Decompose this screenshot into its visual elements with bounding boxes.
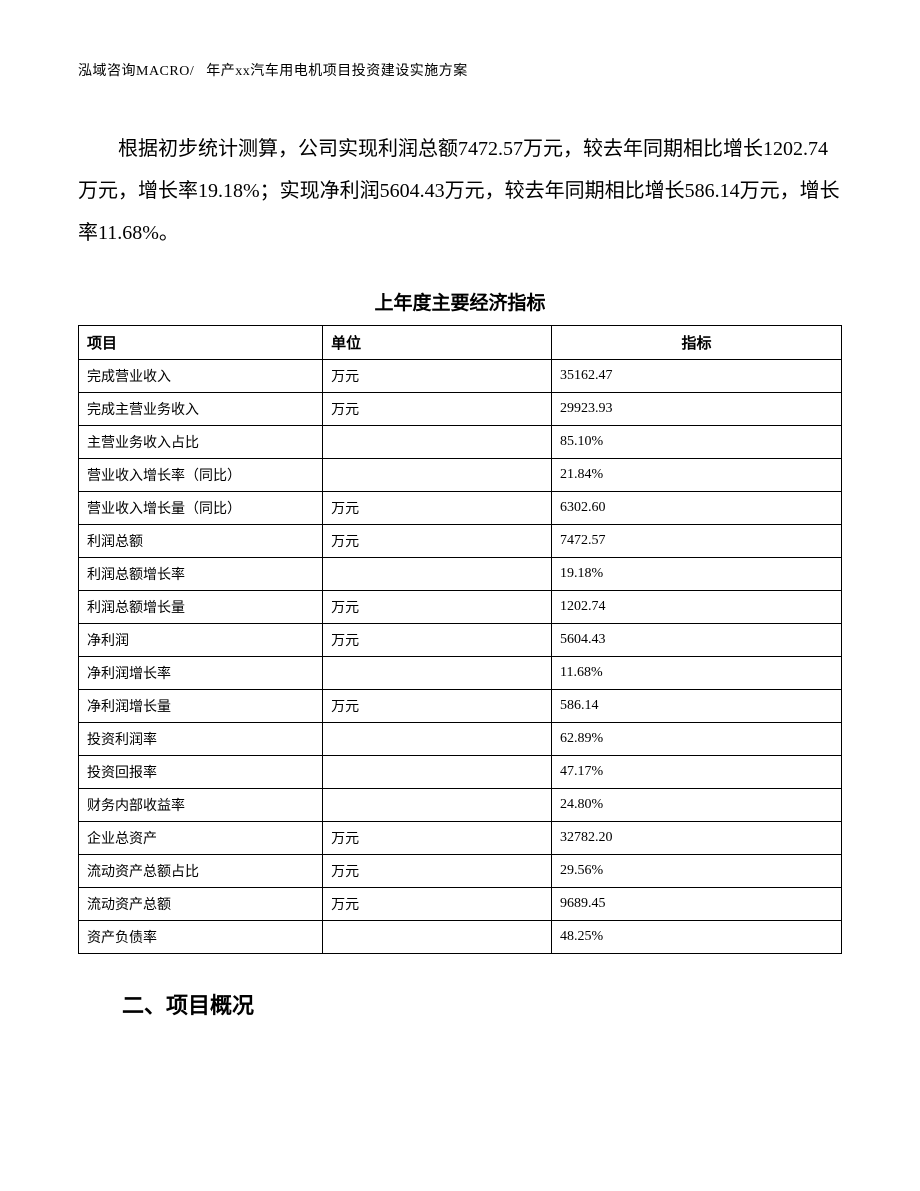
table-row: 利润总额万元7472.57	[79, 525, 842, 558]
table-cell: 62.89%	[552, 723, 842, 756]
table-row: 流动资产总额占比万元29.56%	[79, 855, 842, 888]
table-cell: 5604.43	[552, 624, 842, 657]
table-cell	[323, 789, 552, 822]
table-cell	[323, 723, 552, 756]
table-cell: 万元	[323, 360, 552, 393]
table-cell	[323, 657, 552, 690]
table-row: 净利润增长率 11.68%	[79, 657, 842, 690]
table-cell: 6302.60	[552, 492, 842, 525]
page-header: 泓域咨询MACRO/ 年产xx汽车用电机项目投资建设实施方案	[78, 60, 842, 80]
table-cell: 财务内部收益率	[79, 789, 323, 822]
table-cell: 1202.74	[552, 591, 842, 624]
table-cell	[323, 426, 552, 459]
table-cell: 流动资产总额占比	[79, 855, 323, 888]
table-cell: 万元	[323, 690, 552, 723]
table-cell: 利润总额增长率	[79, 558, 323, 591]
table-cell	[323, 921, 552, 954]
table-cell: 万元	[323, 888, 552, 921]
table-cell: 完成主营业务收入	[79, 393, 323, 426]
table-cell: 完成营业收入	[79, 360, 323, 393]
table-cell: 万元	[323, 591, 552, 624]
table-cell: 净利润增长率	[79, 657, 323, 690]
table-row: 主营业务收入占比 85.10%	[79, 426, 842, 459]
table-cell: 净利润增长量	[79, 690, 323, 723]
table-cell: 营业收入增长量（同比）	[79, 492, 323, 525]
table-cell: 21.84%	[552, 459, 842, 492]
table-cell: 利润总额	[79, 525, 323, 558]
table-cell: 9689.45	[552, 888, 842, 921]
table-row: 利润总额增长率 19.18%	[79, 558, 842, 591]
table-row: 投资回报率 47.17%	[79, 756, 842, 789]
table-cell: 29923.93	[552, 393, 842, 426]
table-row: 投资利润率 62.89%	[79, 723, 842, 756]
table-header-cell: 指标	[552, 326, 842, 360]
table-cell: 万元	[323, 492, 552, 525]
table-cell: 万元	[323, 855, 552, 888]
table-cell: 32782.20	[552, 822, 842, 855]
table-row: 净利润万元5604.43	[79, 624, 842, 657]
table-cell: 企业总资产	[79, 822, 323, 855]
table-cell	[323, 756, 552, 789]
table-cell: 净利润	[79, 624, 323, 657]
economic-indicators-table: 项目 单位 指标 完成营业收入万元35162.47完成主营业务收入万元29923…	[78, 325, 842, 954]
table-cell: 35162.47	[552, 360, 842, 393]
table-row: 营业收入增长率（同比） 21.84%	[79, 459, 842, 492]
table-cell: 流动资产总额	[79, 888, 323, 921]
table-cell: 资产负债率	[79, 921, 323, 954]
table-body: 完成营业收入万元35162.47完成主营业务收入万元29923.93主营业务收入…	[79, 360, 842, 954]
table-cell: 29.56%	[552, 855, 842, 888]
table-cell: 7472.57	[552, 525, 842, 558]
section-heading: 二、项目概况	[78, 988, 842, 1020]
table-cell: 48.25%	[552, 921, 842, 954]
table-cell: 万元	[323, 525, 552, 558]
table-cell: 主营业务收入占比	[79, 426, 323, 459]
table-header-cell: 项目	[79, 326, 323, 360]
table-row: 流动资产总额万元9689.45	[79, 888, 842, 921]
table-cell: 投资利润率	[79, 723, 323, 756]
table-row: 财务内部收益率 24.80%	[79, 789, 842, 822]
table-cell	[323, 459, 552, 492]
table-row: 资产负债率 48.25%	[79, 921, 842, 954]
table-cell: 24.80%	[552, 789, 842, 822]
table-cell: 586.14	[552, 690, 842, 723]
table-cell: 47.17%	[552, 756, 842, 789]
header-right: 年产xx汽车用电机项目投资建设实施方案	[206, 64, 468, 79]
table-title: 上年度主要经济指标	[78, 288, 842, 315]
table-cell	[323, 558, 552, 591]
table-cell: 19.18%	[552, 558, 842, 591]
header-left: 泓域咨询MACRO/	[78, 64, 194, 79]
table-row: 营业收入增长量（同比）万元6302.60	[79, 492, 842, 525]
table-row: 利润总额增长量万元1202.74	[79, 591, 842, 624]
table-row: 完成营业收入万元35162.47	[79, 360, 842, 393]
body-paragraph: 根据初步统计测算，公司实现利润总额7472.57万元，较去年同期相比增长1202…	[78, 128, 842, 254]
table-cell: 85.10%	[552, 426, 842, 459]
table-row: 完成主营业务收入万元29923.93	[79, 393, 842, 426]
table-cell: 万元	[323, 393, 552, 426]
table-row: 企业总资产万元32782.20	[79, 822, 842, 855]
table-header-cell: 单位	[323, 326, 552, 360]
document-page: 泓域咨询MACRO/ 年产xx汽车用电机项目投资建设实施方案 根据初步统计测算，…	[0, 0, 920, 1191]
table-row: 净利润增长量万元586.14	[79, 690, 842, 723]
table-cell: 11.68%	[552, 657, 842, 690]
table-cell: 利润总额增长量	[79, 591, 323, 624]
table-header-row: 项目 单位 指标	[79, 326, 842, 360]
table-cell: 投资回报率	[79, 756, 323, 789]
table-cell: 营业收入增长率（同比）	[79, 459, 323, 492]
table-cell: 万元	[323, 624, 552, 657]
table-cell: 万元	[323, 822, 552, 855]
